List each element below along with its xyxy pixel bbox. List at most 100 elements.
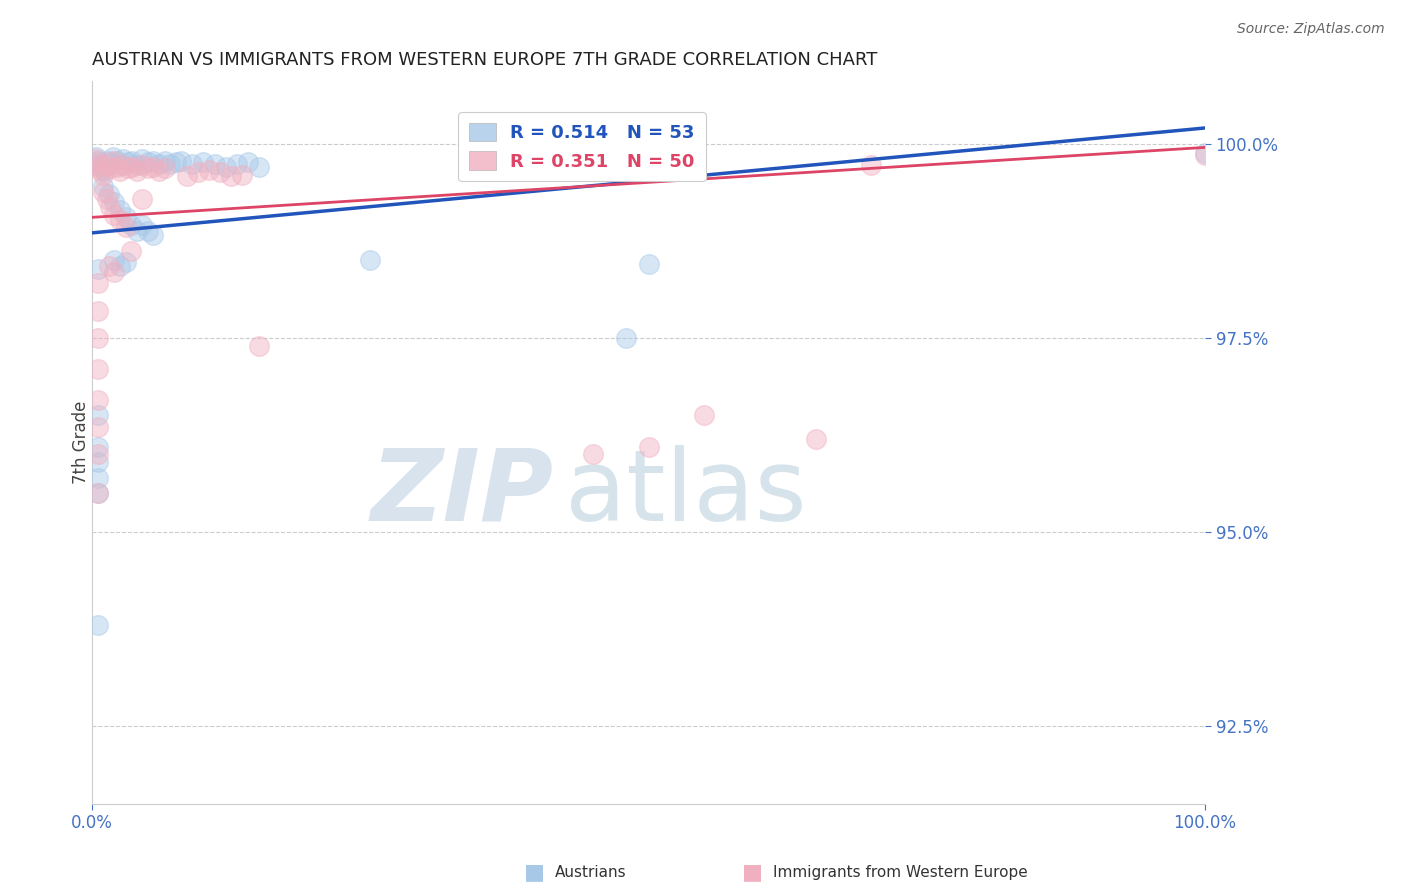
Point bbox=[103, 208, 125, 222]
Point bbox=[84, 152, 107, 166]
Point bbox=[120, 218, 142, 232]
Point bbox=[1194, 148, 1216, 162]
Point bbox=[112, 158, 135, 172]
Point bbox=[121, 160, 143, 174]
Point bbox=[117, 155, 139, 169]
Point bbox=[125, 158, 148, 172]
Point bbox=[131, 152, 153, 166]
Point bbox=[148, 157, 170, 171]
Point bbox=[159, 157, 181, 171]
Point bbox=[98, 156, 121, 170]
Point bbox=[153, 161, 176, 176]
Point bbox=[87, 440, 110, 454]
Point bbox=[247, 160, 270, 174]
Point bbox=[637, 440, 659, 454]
Point bbox=[204, 157, 226, 171]
Point bbox=[114, 211, 136, 225]
Legend: R = 0.514   N = 53, R = 0.351   N = 50: R = 0.514 N = 53, R = 0.351 N = 50 bbox=[458, 112, 706, 181]
Point bbox=[96, 158, 118, 172]
Point bbox=[91, 179, 114, 194]
Point bbox=[136, 161, 159, 176]
Point bbox=[142, 228, 165, 243]
Point bbox=[91, 168, 114, 182]
Point bbox=[105, 153, 128, 168]
Point bbox=[359, 253, 381, 268]
Point bbox=[860, 158, 883, 172]
Point bbox=[103, 194, 125, 209]
Point bbox=[181, 157, 204, 171]
Point bbox=[96, 153, 118, 168]
Point bbox=[87, 362, 110, 376]
Point bbox=[87, 618, 110, 632]
Point bbox=[112, 152, 135, 166]
Point bbox=[87, 156, 110, 170]
Point bbox=[804, 432, 827, 446]
Point bbox=[103, 151, 125, 165]
Text: Austrians: Austrians bbox=[555, 865, 627, 880]
Point bbox=[1194, 145, 1216, 160]
Point bbox=[131, 193, 153, 207]
Point bbox=[108, 163, 131, 178]
Point bbox=[221, 169, 243, 183]
Text: Immigrants from Western Europe: Immigrants from Western Europe bbox=[773, 865, 1028, 880]
Point bbox=[231, 168, 253, 182]
Point bbox=[91, 185, 114, 199]
Point bbox=[108, 202, 131, 217]
Point bbox=[125, 223, 148, 237]
Point bbox=[165, 155, 187, 169]
Text: AUSTRIAN VS IMMIGRANTS FROM WESTERN EUROPE 7TH GRADE CORRELATION CHART: AUSTRIAN VS IMMIGRANTS FROM WESTERN EURO… bbox=[93, 51, 877, 69]
Point bbox=[90, 163, 112, 178]
Point bbox=[108, 158, 131, 172]
Point bbox=[87, 447, 110, 461]
Point bbox=[142, 160, 165, 174]
Point bbox=[87, 486, 110, 500]
Point bbox=[97, 187, 120, 202]
Point bbox=[87, 420, 110, 434]
Point bbox=[98, 161, 121, 176]
Text: ZIP: ZIP bbox=[371, 445, 554, 541]
Point bbox=[176, 169, 198, 183]
Point bbox=[97, 260, 120, 274]
Point bbox=[87, 277, 110, 291]
Point bbox=[120, 244, 142, 258]
Point bbox=[198, 163, 221, 178]
Point bbox=[93, 163, 115, 178]
Point bbox=[84, 151, 107, 165]
Point bbox=[693, 409, 716, 423]
Point bbox=[105, 160, 128, 174]
Point bbox=[215, 160, 238, 174]
Point bbox=[193, 155, 215, 169]
Point bbox=[87, 455, 110, 469]
Point bbox=[87, 262, 110, 277]
Point bbox=[103, 253, 125, 268]
Point bbox=[131, 218, 153, 232]
Point bbox=[236, 155, 259, 169]
Point bbox=[87, 470, 110, 484]
Point bbox=[616, 331, 638, 345]
Point bbox=[87, 486, 110, 500]
Point bbox=[170, 153, 193, 168]
Text: atlas: atlas bbox=[565, 445, 807, 541]
Point bbox=[225, 157, 247, 171]
Point bbox=[108, 212, 131, 227]
Point bbox=[247, 338, 270, 352]
Point bbox=[136, 155, 159, 169]
Point bbox=[637, 257, 659, 271]
Point bbox=[108, 260, 131, 274]
Point bbox=[89, 158, 111, 172]
Point bbox=[103, 153, 125, 168]
Point bbox=[103, 265, 125, 279]
Text: Source: ZipAtlas.com: Source: ZipAtlas.com bbox=[1237, 22, 1385, 37]
Text: ■: ■ bbox=[742, 863, 762, 882]
Point bbox=[209, 165, 232, 179]
Point bbox=[582, 447, 605, 461]
Y-axis label: 7th Grade: 7th Grade bbox=[72, 401, 90, 484]
Point bbox=[87, 392, 110, 407]
Point bbox=[87, 153, 110, 168]
Point bbox=[87, 303, 110, 318]
Point bbox=[87, 160, 110, 174]
Point bbox=[131, 158, 153, 172]
Point bbox=[136, 223, 159, 237]
Point bbox=[98, 200, 121, 214]
Point bbox=[114, 220, 136, 235]
